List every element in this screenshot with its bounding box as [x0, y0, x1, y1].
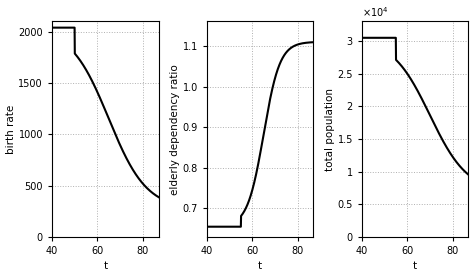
- X-axis label: t: t: [103, 261, 107, 271]
- Y-axis label: birth rate: birth rate: [6, 104, 16, 154]
- X-axis label: t: t: [413, 261, 417, 271]
- Y-axis label: total population: total population: [325, 88, 335, 171]
- Y-axis label: elderly dependency ratio: elderly dependency ratio: [170, 64, 180, 194]
- X-axis label: t: t: [258, 261, 262, 271]
- Text: $\times 10^4$: $\times 10^4$: [362, 6, 389, 19]
